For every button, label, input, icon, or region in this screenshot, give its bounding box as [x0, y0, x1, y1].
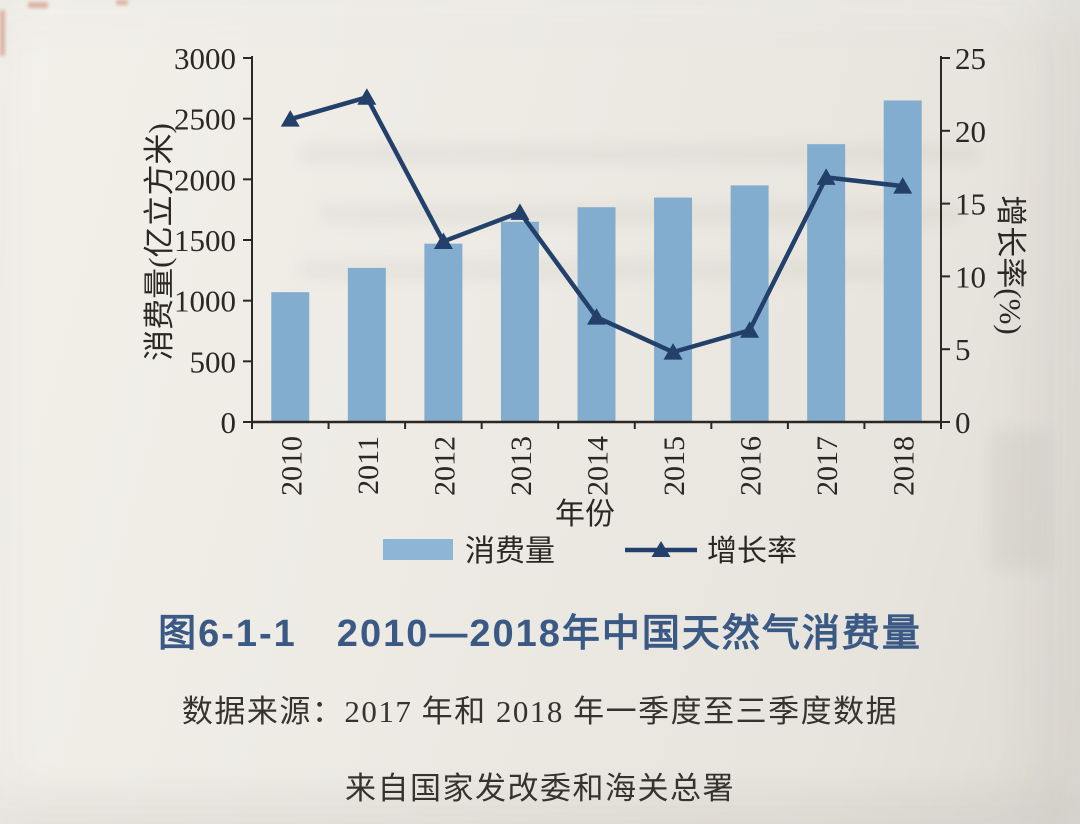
y-tick-label-right-20: 20 — [955, 114, 986, 149]
y-tick-label-left-500: 500 — [190, 344, 237, 379]
y-tick-label-right-5: 5 — [955, 332, 971, 367]
data-source-line-2: 来自国家发改委和海关总署 — [345, 771, 735, 806]
x-tick-label-2012: 2012 — [428, 436, 461, 496]
bar-2018 — [883, 100, 922, 422]
y-tick-label-left-1000: 1000 — [174, 284, 236, 319]
y-axis-title-right: 增长率(%) — [993, 195, 1028, 334]
legend-triangle-marker-icon — [651, 541, 671, 557]
legend-label-growth: 增长率 — [707, 535, 797, 568]
triangle-marker-2012 — [433, 232, 453, 249]
y-tick-label-left-2000: 2000 — [174, 162, 236, 197]
x-tick-label-2018: 2018 — [888, 436, 921, 496]
y-tick-label-left-1500: 1500 — [174, 223, 236, 258]
y-tick-label-left-3000: 3000 — [174, 41, 236, 76]
bar-2015 — [654, 197, 693, 422]
figure-caption-title: 图6-1-1 2010—2018年中国天然气消费量 — [158, 613, 922, 655]
triangle-marker-2016 — [740, 321, 760, 338]
triangle-marker-2015 — [663, 343, 683, 360]
triangle-marker-2013 — [510, 203, 530, 220]
y-tick-label-right-15: 15 — [955, 187, 986, 222]
y-tick-label-right-10: 10 — [955, 259, 986, 294]
x-axis-title: 年份 — [555, 498, 615, 531]
y-axis-title-left: 消费量(亿立方米) — [142, 123, 177, 361]
x-tick-label-2017: 2017 — [811, 436, 844, 496]
data-source-line-1: 数据来源：2017 年和 2018 年一季度至三季度数据 — [181, 694, 899, 729]
triangle-marker-2017 — [816, 168, 836, 185]
combo-chart-natural-gas: 0 500 1000 1500 2000 2500 3000 0 5 10 15 20 25 2010 20… — [142, 41, 1028, 568]
triangle-marker-2018 — [893, 177, 913, 194]
y-tick-label-left-0: 0 — [221, 405, 237, 440]
y-tick-label-right-0: 0 — [955, 405, 971, 440]
x-tick-label-2016: 2016 — [735, 436, 768, 496]
triangle-marker-2011 — [357, 88, 377, 105]
triangle-marker-2010 — [280, 110, 300, 127]
x-tick-label-2011: 2011 — [352, 436, 385, 495]
triangle-marker-2014 — [587, 308, 606, 325]
legend-label-consumption: 消费量 — [465, 535, 555, 568]
x-tick-label-2010: 2010 — [275, 436, 308, 496]
bar-2012 — [424, 243, 463, 422]
legend-swatch-consumption — [383, 539, 453, 560]
x-tick-label-2014: 2014 — [582, 436, 615, 496]
y-tick-label-left-2500: 2500 — [174, 102, 236, 137]
bar-2017 — [807, 144, 846, 422]
y-tick-label-right-25: 25 — [955, 41, 986, 76]
bar-2013 — [500, 221, 539, 422]
bar-2010 — [271, 292, 310, 422]
bar-2011 — [347, 267, 386, 422]
x-tick-label-2013: 2013 — [505, 436, 538, 496]
x-tick-label-2015: 2015 — [658, 436, 691, 496]
